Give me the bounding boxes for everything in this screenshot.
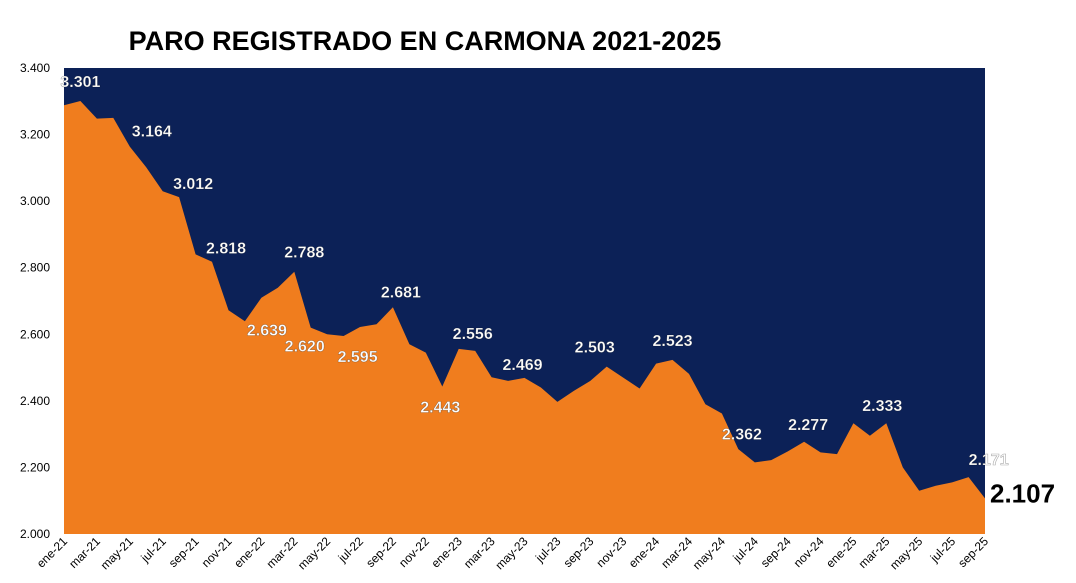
data-label: 3.164 xyxy=(132,124,172,141)
x-tick-label: sep-21 xyxy=(166,534,202,570)
y-tick-label: 3.000 xyxy=(20,194,50,208)
data-label: 2.556 xyxy=(453,326,493,343)
x-tick-label: nov-24 xyxy=(791,534,827,570)
x-tick-label: nov-22 xyxy=(396,534,432,570)
x-tick-label: jul-23 xyxy=(532,534,564,566)
data-label: 2.620 xyxy=(285,339,325,356)
data-label: 3.012 xyxy=(173,176,213,193)
y-tick-label: 3.400 xyxy=(20,61,50,75)
data-label: 2.818 xyxy=(206,241,246,258)
data-label: 2.595 xyxy=(338,349,378,366)
data-label: 2.333 xyxy=(862,398,902,415)
data-label: 2.788 xyxy=(284,245,324,262)
x-tick-label: mar-22 xyxy=(264,534,301,571)
y-tick-label: 2.200 xyxy=(20,460,50,474)
x-tick-label: ene-22 xyxy=(231,534,268,571)
x-tick-label: mar-21 xyxy=(66,534,103,571)
data-labels: 3.301 3.164 3.012 2.818 2.639 2.788 2.620 2.595… xyxy=(60,74,1055,509)
y-tick-label: 3.200 xyxy=(20,128,50,142)
x-tick-label: ene-24 xyxy=(626,534,663,571)
data-label: 2.443 xyxy=(420,400,460,417)
data-label: 2.107 xyxy=(990,478,1055,508)
data-label: 2.362 xyxy=(722,427,762,444)
data-label: 2.639 xyxy=(247,322,287,339)
x-tick-label: may-25 xyxy=(887,534,925,572)
series-area xyxy=(64,101,985,534)
chart-title: PARO REGISTRADO EN CARMONA 2021-2025 xyxy=(129,26,722,56)
x-tick-label: jul-22 xyxy=(335,534,367,566)
x-tick-label: sep-25 xyxy=(955,534,991,570)
x-tick-label: may-24 xyxy=(690,534,728,572)
data-label: 2.523 xyxy=(652,333,692,350)
x-tick-label: nov-23 xyxy=(593,534,629,570)
data-label: 2.171 xyxy=(969,452,1009,469)
x-tick-label: nov-21 xyxy=(199,534,235,570)
x-tick-label: jul-21 xyxy=(137,534,169,566)
x-tick-label: may-22 xyxy=(295,534,333,572)
x-tick-label: jul-25 xyxy=(927,534,959,566)
y-axis: 2.000 2.200 2.400 2.600 2.800 3.000 3.200 3.400 xyxy=(20,61,50,541)
x-tick-label: sep-23 xyxy=(561,534,597,570)
y-tick-label: 2.400 xyxy=(20,394,50,408)
data-label: 2.503 xyxy=(575,340,615,357)
x-tick-label: jul-24 xyxy=(730,534,762,566)
data-label: 2.277 xyxy=(788,417,828,434)
x-tick-label: may-21 xyxy=(98,534,136,572)
x-tick-label: sep-24 xyxy=(758,534,794,570)
x-tick-label: ene-25 xyxy=(823,534,860,571)
x-tick-label: mar-25 xyxy=(856,534,893,571)
y-tick-label: 2.600 xyxy=(20,327,50,341)
data-label: 2.469 xyxy=(502,357,542,374)
data-label: 3.301 xyxy=(60,74,100,91)
x-tick-label: mar-23 xyxy=(461,534,498,571)
y-tick-label: 2.800 xyxy=(20,261,50,275)
x-tick-label: ene-23 xyxy=(428,534,465,571)
x-tick-label: sep-22 xyxy=(363,534,399,570)
data-label: 2.681 xyxy=(381,284,421,301)
x-tick-label: may-23 xyxy=(492,534,530,572)
x-tick-label: mar-24 xyxy=(658,534,695,571)
y-tick-label: 2.000 xyxy=(20,527,50,541)
